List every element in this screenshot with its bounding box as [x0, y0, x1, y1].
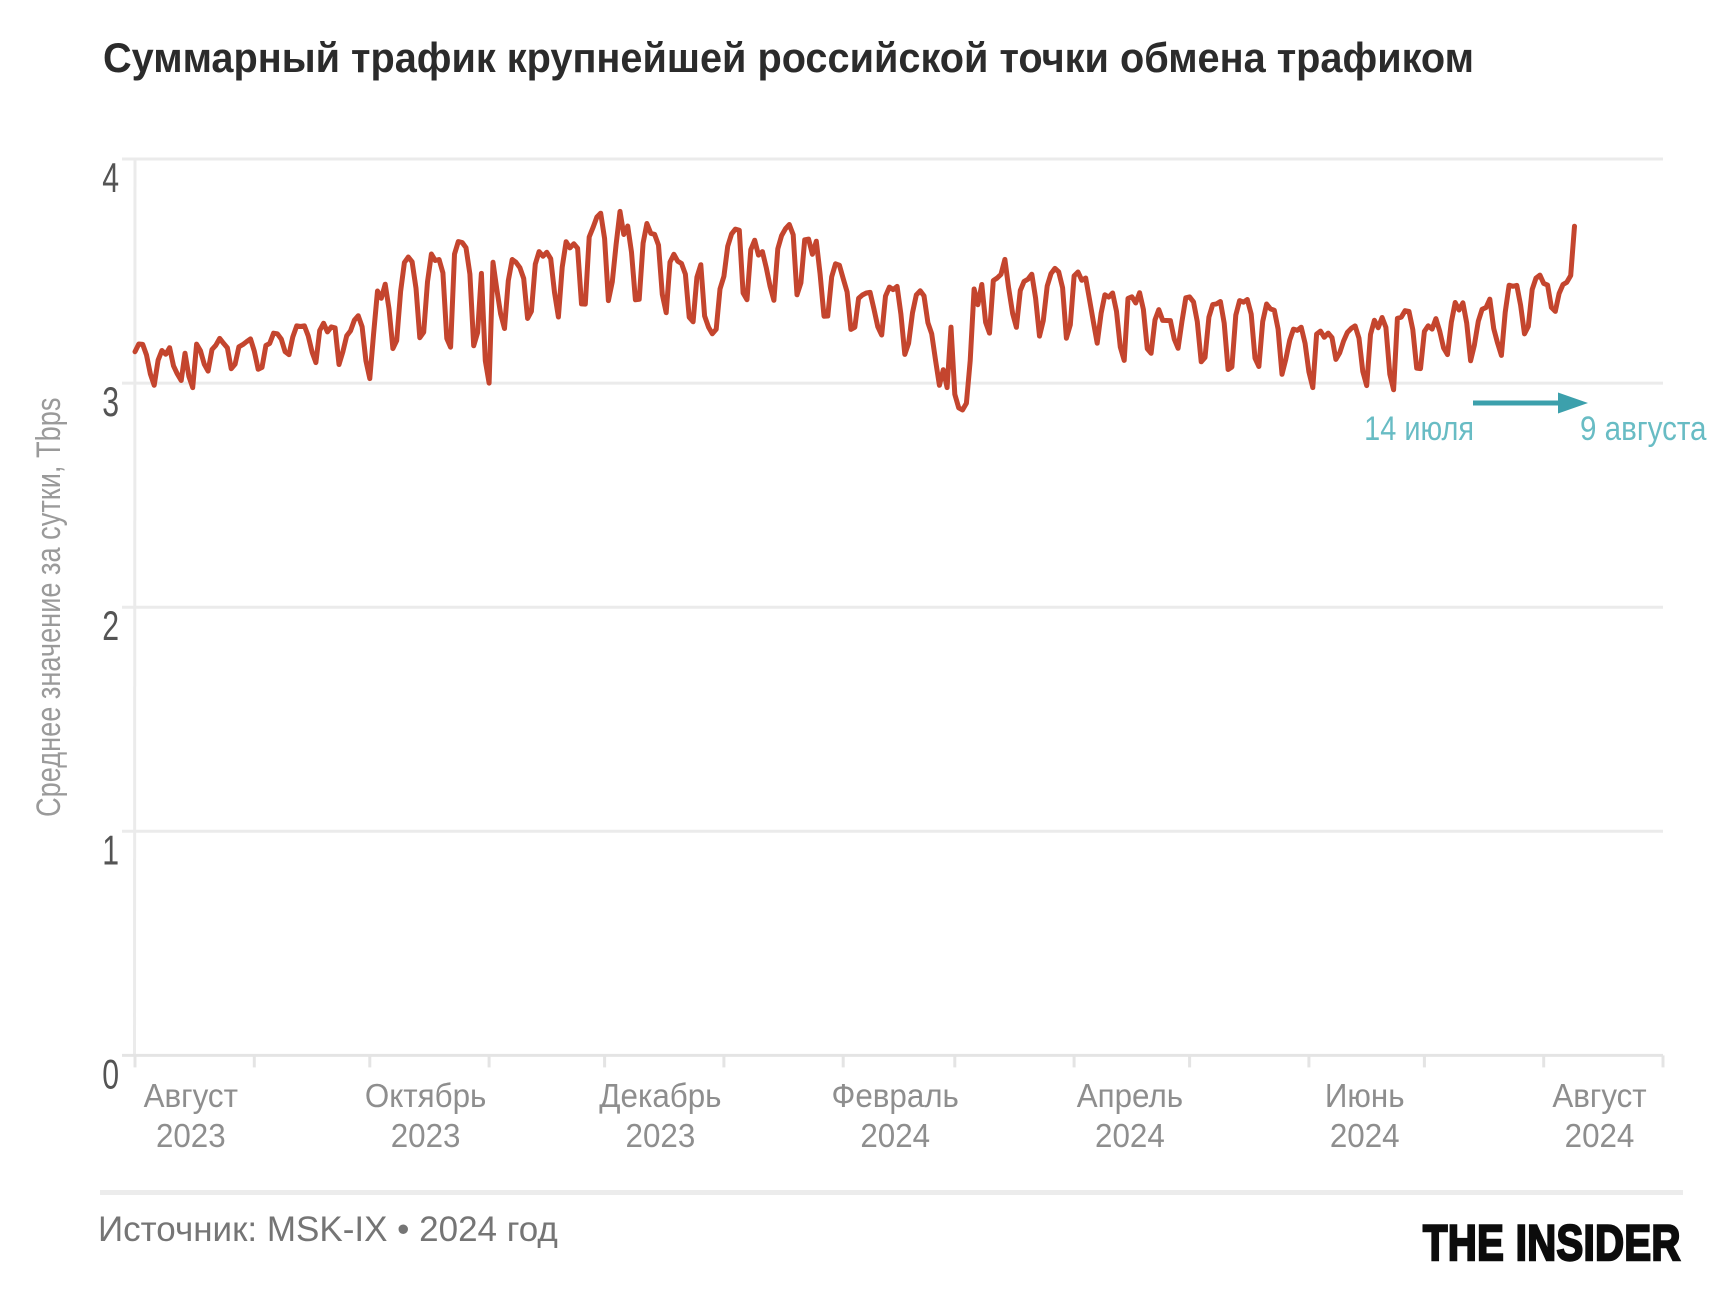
svg-text:2023: 2023: [156, 1117, 226, 1154]
svg-text:0: 0: [102, 1051, 119, 1098]
svg-text:4: 4: [102, 154, 119, 201]
svg-text:9 августа: 9 августа: [1580, 409, 1707, 447]
svg-text:Июнь: Июнь: [1325, 1077, 1405, 1114]
svg-text:Октябрь: Октябрь: [365, 1077, 486, 1114]
svg-text:Декабрь: Декабрь: [599, 1077, 721, 1114]
svg-text:2024: 2024: [860, 1117, 930, 1154]
svg-text:Среднее значение за сутки, Tbp: Среднее значение за сутки, Tbps: [29, 398, 68, 817]
svg-text:2: 2: [102, 602, 119, 649]
svg-text:Апрель: Апрель: [1077, 1077, 1183, 1114]
svg-text:14 июля: 14 июля: [1364, 409, 1474, 448]
svg-text:Февраль: Февраль: [832, 1077, 959, 1114]
svg-text:1: 1: [102, 826, 119, 873]
svg-text:3: 3: [102, 378, 119, 425]
svg-text:Август: Август: [144, 1077, 239, 1114]
svg-text:2024: 2024: [1565, 1117, 1635, 1154]
svg-text:2023: 2023: [626, 1117, 696, 1154]
svg-text:2023: 2023: [391, 1117, 461, 1154]
svg-text:2024: 2024: [1095, 1117, 1165, 1154]
svg-text:Август: Август: [1552, 1077, 1647, 1114]
svg-text:2024: 2024: [1330, 1117, 1400, 1154]
